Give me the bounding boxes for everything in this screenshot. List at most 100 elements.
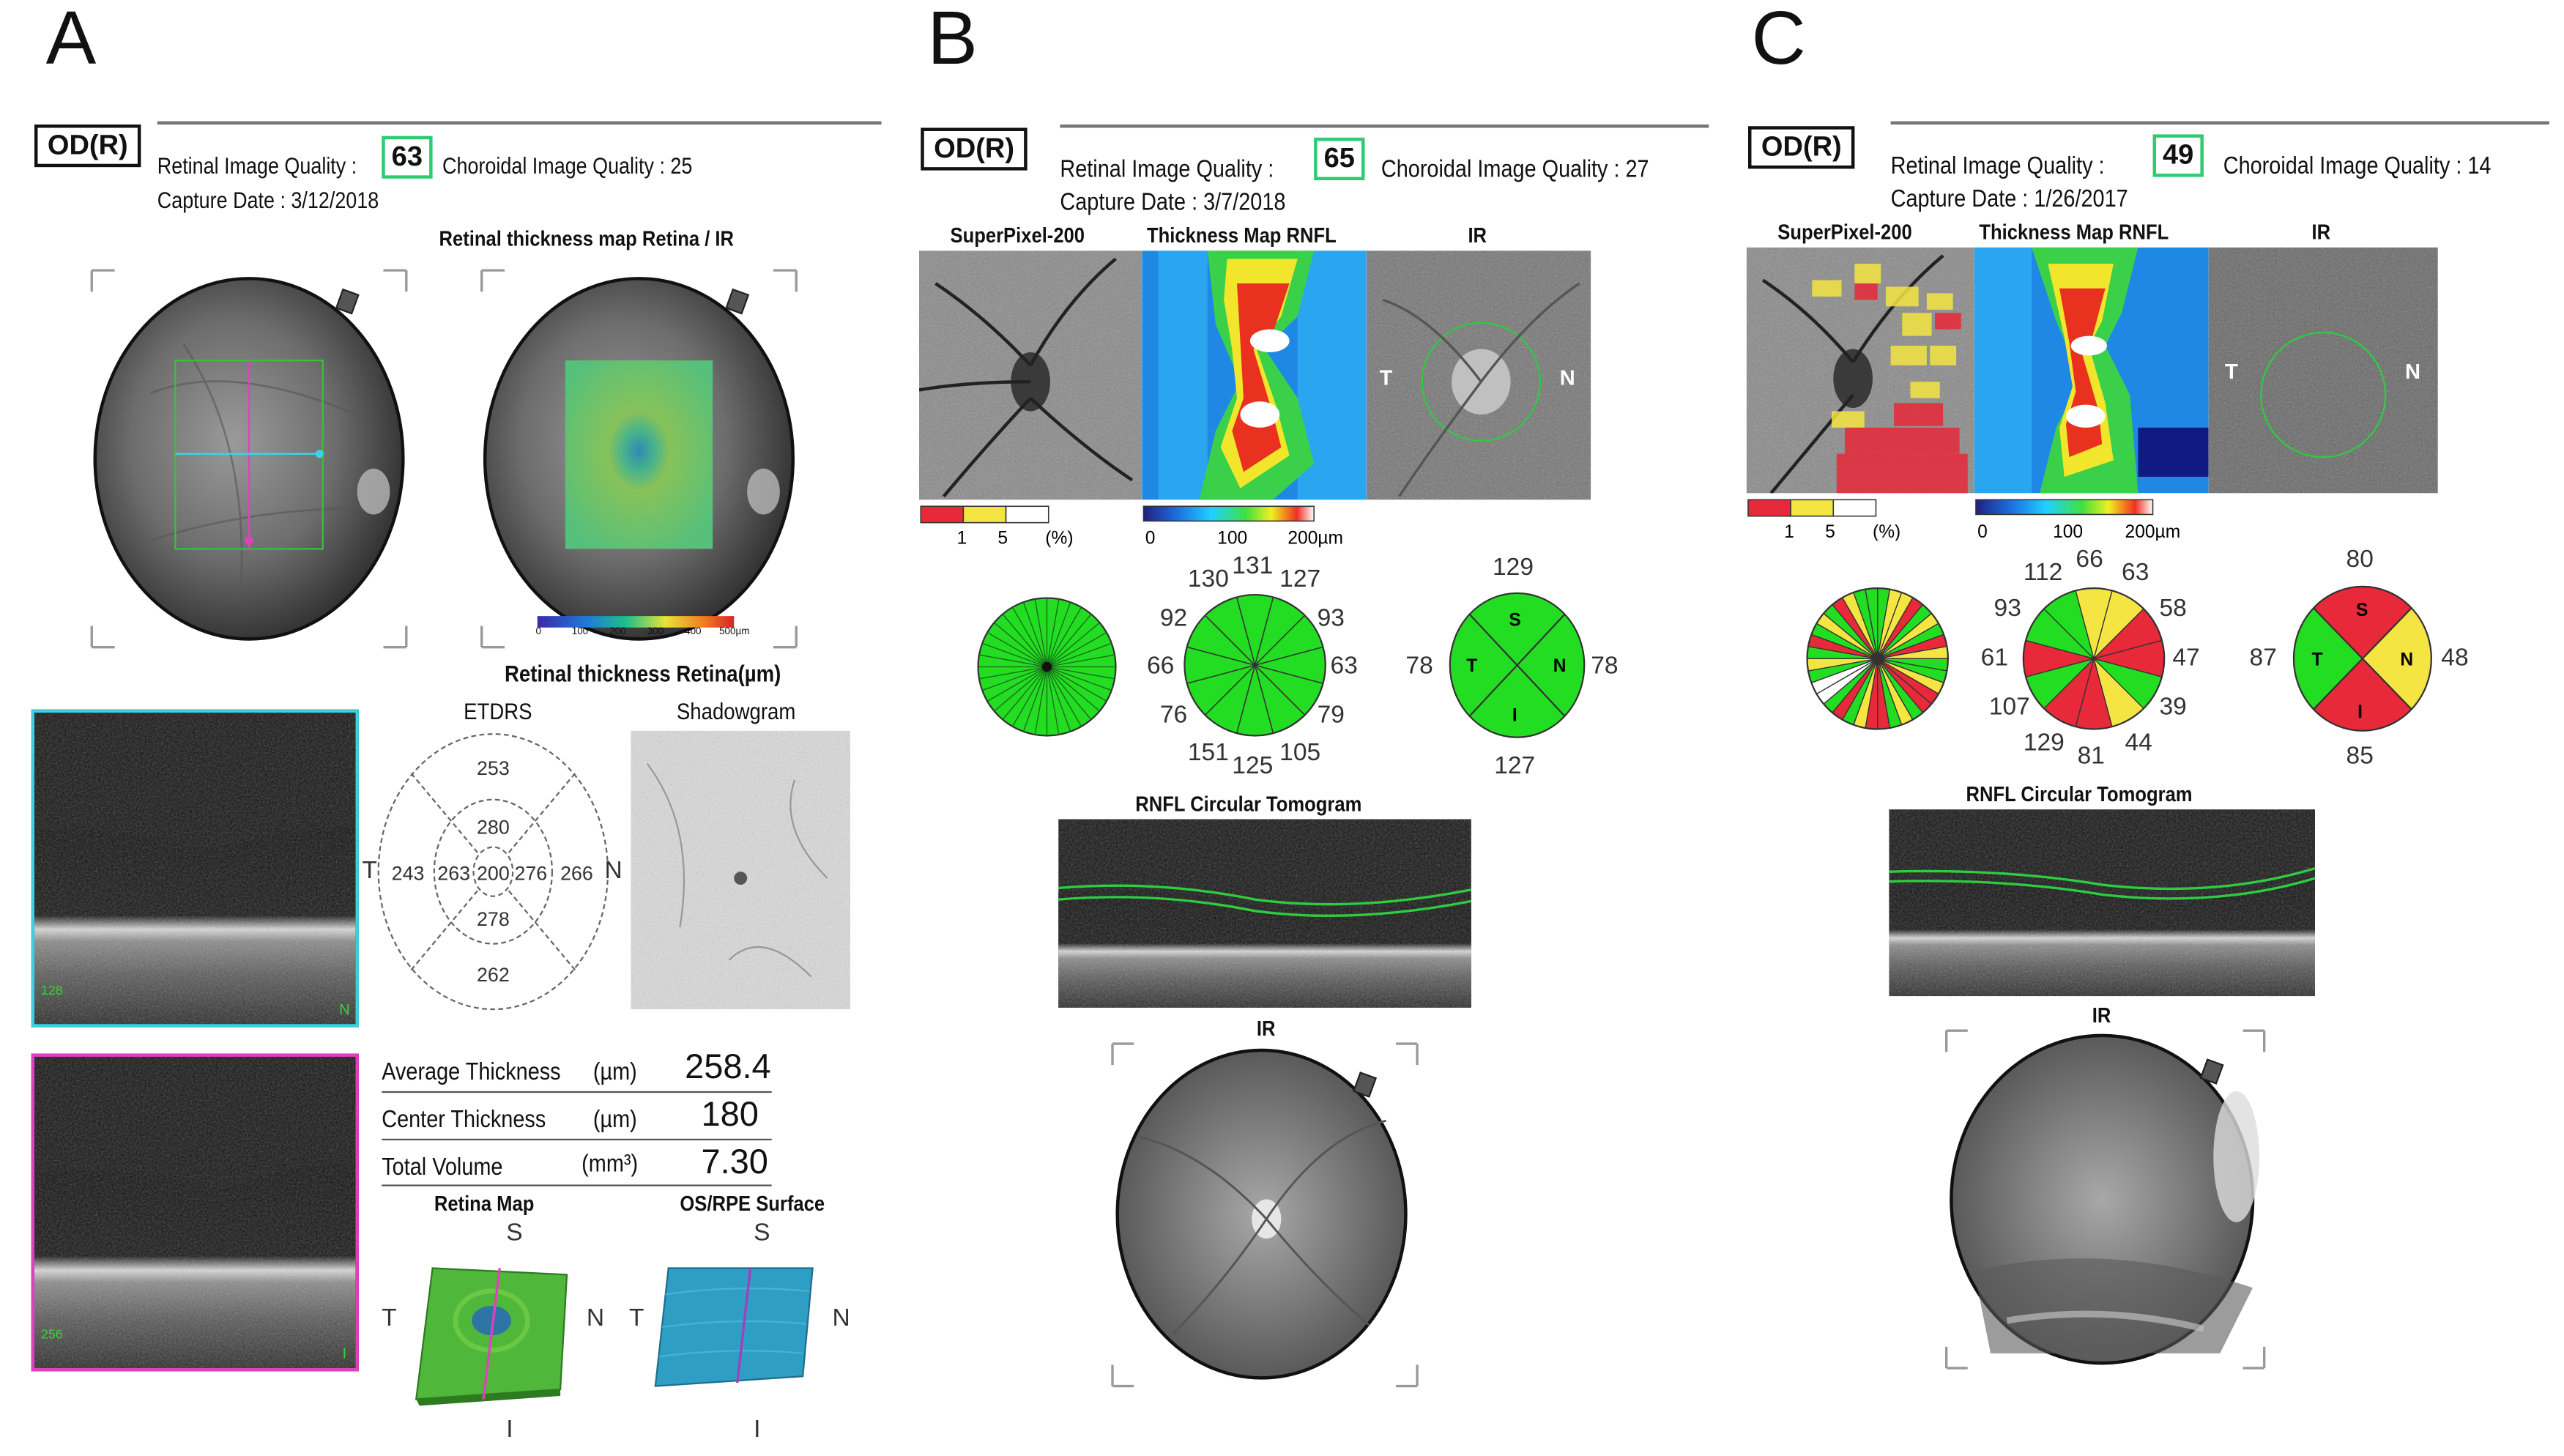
panel-b-ir-image: T N [1366, 250, 1591, 500]
panel-c-thickness-legend: 0 100 200µm [1975, 499, 2181, 541]
pie-spoke [1047, 622, 1100, 668]
pie-spoke [1022, 601, 1048, 667]
clock-sector-line [1255, 664, 1323, 684]
quad-b-top: 129 [1492, 554, 1534, 582]
quad-b-i: I [1512, 705, 1517, 725]
clock-c-10: 61 [1980, 644, 2008, 672]
clock-b-1: 130 [1187, 565, 1229, 593]
panel-c-choroidal-quality: Choroidal Image Quality : 14 [2223, 152, 2491, 181]
panel-a-divider [157, 121, 882, 125]
average-thickness-value: 258.4 [685, 1048, 771, 1087]
pie-spoke [981, 666, 1047, 691]
etdrs-inner-right: 276 [514, 862, 547, 884]
quad-c-s: S [2356, 601, 2368, 620]
clock-c-7: 81 [2077, 742, 2105, 770]
panel-b-divider [1060, 125, 1709, 128]
panel-c-thickness-map [1974, 247, 2209, 494]
panel-b-retinal-quality-label: Retinal Image Quality : [1060, 155, 1274, 184]
clock-sector-line [1254, 597, 1274, 666]
quad-b-n: N [1553, 656, 1567, 676]
pct-legend-unit: (%) [1873, 522, 1900, 541]
pie-spoke [1046, 601, 1071, 667]
panel-c-ir-image: T N [2208, 247, 2438, 494]
pie-spoke [1047, 642, 1112, 668]
thickness-legend-0: 0 [1145, 529, 1156, 547]
panel-c-ir-n: N [2405, 360, 2420, 384]
etdrs-outer-bottom: 262 [477, 964, 510, 986]
scale-tick: 400 [685, 627, 702, 638]
panel-c-divider [1890, 121, 2549, 125]
panel-b-pct-legend: 1 5 (%) [920, 505, 1074, 547]
shadowgram-image [631, 730, 851, 1010]
quad-c-i: I [2357, 702, 2363, 722]
panel-b-retinal-quality-value: 65 [1314, 137, 1365, 181]
panel-c-retinal-quality-label: Retinal Image Quality : [1890, 152, 2105, 181]
etdrs-inner-left: 263 [437, 862, 470, 884]
quad-c-n: N [2400, 650, 2413, 669]
clock-sector-line [1255, 614, 1306, 666]
average-thickness-unit: (µm) [592, 1058, 637, 1087]
clock-c-4: 47 [2172, 644, 2200, 672]
clock-sector-line [1254, 665, 1274, 734]
panel-c-superpixel-image [1746, 247, 1974, 494]
clock-c-5: 39 [2159, 693, 2187, 721]
panel-a-scale-ticks: 0 100 200 300 400 500µm [536, 627, 750, 644]
clock-b-5: 63 [1330, 652, 1358, 680]
pct-legend-1: 1 [1784, 522, 1794, 541]
etdrs-inner-top: 280 [477, 817, 510, 839]
shadowgram-title: Shadowgram [676, 698, 796, 724]
panel-a-retinal-quality-label: Retinal Image Quality : [157, 152, 357, 179]
pie-spoke [1046, 666, 1060, 735]
panel-b-eye-label: OD(R) [921, 127, 1028, 171]
total-volume-unit: (mm³) [581, 1150, 639, 1178]
thickness-legend-200: 200µm [1287, 529, 1343, 547]
quad-c-t: T [2312, 650, 2323, 669]
panel-c-superpixel-title: SuperPixel-200 [1777, 219, 1912, 245]
pct-legend-unit: (%) [1045, 529, 1073, 547]
panel-b-tomogram [1058, 819, 1471, 1008]
scan2-i: I [343, 1346, 347, 1362]
pie-spoke [1046, 614, 1092, 667]
panel-a-letter: A [45, 0, 97, 81]
etdrs-t-letter: T [362, 857, 377, 885]
pie-spoke [1046, 606, 1082, 667]
pie-spoke [1011, 666, 1048, 727]
panel-c-capture-date: Capture Date : 1/26/2017 [1890, 185, 2128, 213]
pie-spoke [978, 654, 1047, 668]
pie-spoke [1002, 666, 1048, 720]
retina-map-n: N [586, 1304, 605, 1332]
clock-b-9: 151 [1187, 738, 1229, 767]
panel-b-ir-title: IR [1468, 223, 1487, 248]
panel-a-oct-scan-vertical: 256 I [31, 1053, 359, 1372]
clock-c-11: 93 [1993, 595, 2021, 623]
thickness-legend-200: 200µm [2125, 522, 2181, 541]
pie-spoke [1047, 666, 1112, 691]
panel-c-letter: C [1751, 0, 1806, 81]
panel-c-thickness-title: Thickness Map RNFL [1979, 219, 2169, 245]
pie-spoke [1046, 666, 1082, 727]
clock-sector-line [1255, 664, 1306, 716]
center-thickness-unit: (µm) [592, 1106, 637, 1134]
osrpe-title: OS/RPE Surface [680, 1191, 825, 1216]
thickness-legend-100: 100 [2053, 522, 2083, 541]
panel-a-thickness-map-title: Retinal thickness map Retina / IR [439, 226, 735, 251]
table-divider [382, 1138, 772, 1141]
osrpe-s: S [754, 1219, 770, 1247]
pie-spoke [1047, 654, 1115, 668]
scan1-label: 128 [41, 983, 63, 998]
panel-a-capture-date: Capture Date : 3/12/2018 [157, 187, 379, 213]
clock-c-12: 112 [2023, 558, 2063, 587]
clock-b-8: 125 [1232, 751, 1274, 780]
panel-c-clock-pie [2022, 587, 2166, 730]
panel-c-quadrant-pie: S N I T [2292, 585, 2432, 732]
pie-spoke [1047, 666, 1115, 680]
etdrs-outer-right: 266 [560, 862, 593, 884]
panel-a-fundus-image [90, 269, 408, 649]
clock-sector-line [1235, 665, 1256, 734]
panel-b-thickness-title: Thickness Map RNFL [1146, 223, 1337, 248]
panel-a-eye-label: OD(R) [34, 125, 141, 168]
osrpe-n: N [832, 1304, 850, 1332]
center-thickness-label: Center Thickness [382, 1106, 546, 1134]
panel-b-superpixel-pie [977, 597, 1117, 737]
